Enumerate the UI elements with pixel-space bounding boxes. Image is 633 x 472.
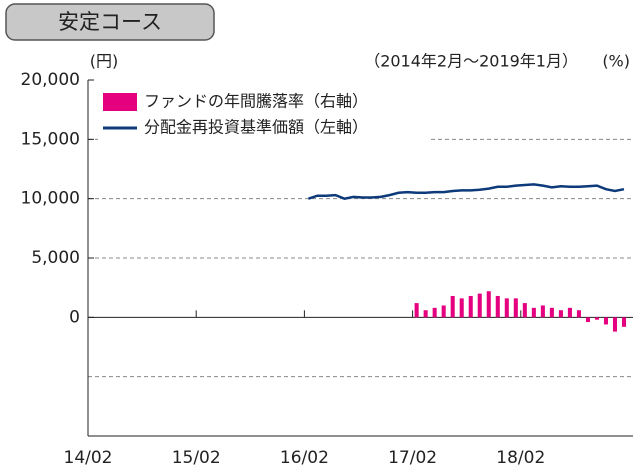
chart-title: 安定コース bbox=[58, 10, 162, 34]
y-tick-label: 0 bbox=[69, 307, 80, 327]
bar bbox=[468, 295, 473, 318]
legend-label: 分配金再投資基準価額（左軸） bbox=[144, 118, 368, 137]
x-tick-label: 17/02 bbox=[388, 448, 437, 468]
legend-bg bbox=[98, 86, 428, 144]
bar bbox=[459, 298, 464, 318]
bar bbox=[558, 310, 563, 318]
bar bbox=[585, 317, 590, 323]
bar bbox=[549, 307, 554, 318]
bar bbox=[477, 293, 482, 318]
bar bbox=[567, 307, 572, 318]
bar bbox=[486, 291, 491, 318]
y-tick-label: 10,000 bbox=[21, 189, 80, 209]
title-box bbox=[5, 3, 215, 41]
y-tick-label: 5,000 bbox=[31, 248, 80, 268]
bar bbox=[576, 310, 581, 318]
bar bbox=[531, 307, 536, 318]
bar bbox=[504, 298, 509, 318]
legend-swatch bbox=[103, 93, 137, 111]
bar bbox=[423, 310, 428, 318]
bar bbox=[495, 295, 500, 318]
legend-label: ファンドの年間騰落率（右軸） bbox=[144, 92, 368, 111]
legend: ファンドの年間騰落率（右軸） 分配金再投資基準価額（左軸） bbox=[98, 86, 428, 144]
y-axis-label: (円) bbox=[90, 52, 119, 71]
bar bbox=[450, 295, 455, 318]
bar bbox=[594, 317, 599, 320]
bar bbox=[513, 298, 518, 318]
y-tick-label: 20,000 bbox=[21, 70, 80, 90]
line bbox=[308, 183, 625, 200]
x-tick-label: 14/02 bbox=[64, 448, 113, 468]
bar bbox=[522, 303, 527, 318]
bar bbox=[603, 317, 609, 325]
x-tick-label: 16/02 bbox=[280, 448, 329, 468]
bar bbox=[621, 317, 627, 327]
bar bbox=[612, 317, 618, 332]
x-tick-label: 18/02 bbox=[496, 448, 545, 468]
subtitle: （2014年2月～2019年1月） bbox=[364, 52, 578, 71]
y-tick-label: 15,000 bbox=[21, 129, 80, 149]
bar bbox=[540, 305, 545, 318]
bar bbox=[441, 305, 446, 318]
bar bbox=[414, 303, 419, 318]
bar bbox=[432, 307, 437, 318]
x-tick-label: 15/02 bbox=[172, 448, 221, 468]
y2-axis-label: (%) bbox=[602, 52, 630, 71]
